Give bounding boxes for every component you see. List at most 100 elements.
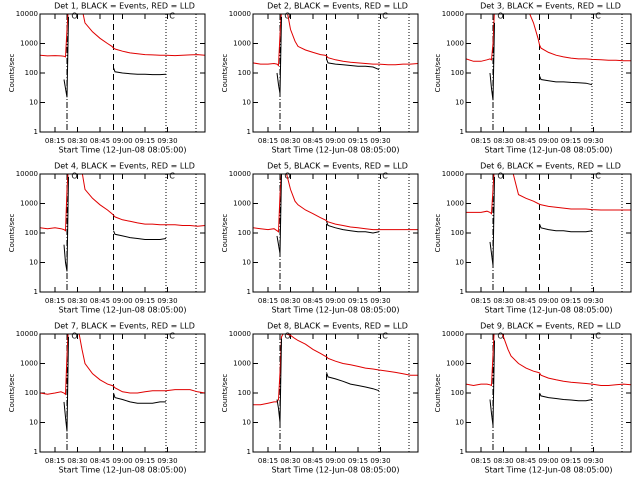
x-tick-label: 09:30 <box>583 457 603 465</box>
y-tick-label: 100 <box>238 229 251 237</box>
y-tick-label: 1000 <box>446 40 464 48</box>
y-tick-label: 10 <box>29 419 38 427</box>
annotation: C <box>595 12 601 21</box>
x-tick-label: 08:15 <box>471 457 491 465</box>
x-tick-label: 08:45 <box>90 137 110 145</box>
y-axis-label: Counts/sec <box>434 54 442 93</box>
y-tick-label: 1000 <box>446 200 464 208</box>
series-line <box>63 176 167 272</box>
y-tick-label: 10000 <box>442 10 464 18</box>
panel: Det 2, BLACK = Events, RED = LLD Start Ti… <box>221 2 419 155</box>
x-tick-label: 09:00 <box>538 137 558 145</box>
x-tick-label: 09:30 <box>583 297 603 305</box>
series-line <box>253 14 418 67</box>
plot-frame <box>39 13 206 133</box>
panel: Det 9, BLACK = Events, RED = LLD Start Ti… <box>434 322 632 475</box>
annotation: O <box>284 332 290 341</box>
series-line <box>63 16 167 98</box>
annotation: O <box>71 172 77 181</box>
y-tick-label: 1000 <box>20 40 38 48</box>
chart-title: Det 9, BLACK = Events, RED = LLD <box>480 322 621 331</box>
annotation: O <box>71 12 77 21</box>
panel: Det 8, BLACK = Events, RED = LLD Start Ti… <box>221 322 419 475</box>
x-tick-label: 08:15 <box>471 137 491 145</box>
y-tick-label: 100 <box>238 69 251 77</box>
x-tick-label: 08:45 <box>516 457 536 465</box>
series-line <box>40 334 205 396</box>
plot-frame <box>39 173 206 293</box>
annotation: O <box>497 12 503 21</box>
chart-title: Det 7, BLACK = Events, RED = LLD <box>54 322 195 331</box>
x-tick-label: 09:30 <box>583 137 603 145</box>
x-axis-label: Start Time (12-Jun-08 08:05:00) <box>272 146 400 155</box>
x-tick-label: 08:30 <box>493 137 513 145</box>
plot-frame <box>39 333 206 453</box>
x-axis-label: Start Time (12-Jun-08 08:05:00) <box>272 306 400 315</box>
y-tick-label: 1 <box>460 288 464 296</box>
x-tick-label: 09:30 <box>157 137 177 145</box>
x-tick-label: 08:45 <box>516 137 536 145</box>
series-line <box>276 16 380 94</box>
x-tick-label: 08:45 <box>303 297 323 305</box>
panel: Det 5, BLACK = Events, RED = LLD Start Ti… <box>221 162 419 315</box>
y-tick-label: 100 <box>451 229 464 237</box>
x-tick-label: 09:00 <box>538 457 558 465</box>
x-tick-label: 08:30 <box>67 297 87 305</box>
x-tick-label: 08:15 <box>45 137 65 145</box>
x-axis-label: Start Time (12-Jun-08 08:05:00) <box>485 306 613 315</box>
annotation: C <box>595 332 601 341</box>
y-axis-label: Counts/sec <box>434 214 442 253</box>
x-tick-label: 08:30 <box>67 137 87 145</box>
series-line <box>466 14 631 62</box>
x-tick-label: 09:15 <box>348 457 368 465</box>
y-axis-label: Counts/sec <box>221 374 229 413</box>
x-tick-label: 09:30 <box>370 137 390 145</box>
y-tick-label: 1000 <box>446 360 464 368</box>
x-axis-label: Start Time (12-Jun-08 08:05:00) <box>485 466 613 475</box>
plot-frame <box>252 333 419 453</box>
x-tick-label: 08:15 <box>45 297 65 305</box>
y-tick-label: 1000 <box>233 200 251 208</box>
y-tick-label: 1000 <box>20 360 38 368</box>
y-tick-label: 1000 <box>233 360 251 368</box>
panel: Det 7, BLACK = Events, RED = LLD Start Ti… <box>8 322 206 475</box>
y-tick-label: 10000 <box>16 330 38 338</box>
x-tick-label: 09:15 <box>561 137 581 145</box>
series-line <box>253 174 418 233</box>
y-axis-label: Counts/sec <box>8 54 16 93</box>
series-line <box>489 22 593 101</box>
x-tick-label: 08:45 <box>303 457 323 465</box>
annotation: O <box>284 12 290 21</box>
y-tick-label: 10000 <box>16 10 38 18</box>
x-tick-label: 09:15 <box>135 137 155 145</box>
panel: Det 6, BLACK = Events, RED = LLD Start Ti… <box>434 162 632 315</box>
x-tick-label: 08:15 <box>258 457 278 465</box>
chart-title: Det 6, BLACK = Events, RED = LLD <box>480 162 621 171</box>
plot-frame <box>465 13 632 133</box>
series-line <box>63 336 166 432</box>
y-tick-label: 1000 <box>233 40 251 48</box>
y-tick-label: 100 <box>25 229 38 237</box>
y-tick-label: 10 <box>29 99 38 107</box>
x-tick-label: 09:00 <box>112 457 132 465</box>
chart-title: Det 1, BLACK = Events, RED = LLD <box>54 2 195 11</box>
x-tick-label: 08:30 <box>280 297 300 305</box>
x-tick-label: 09:15 <box>561 297 581 305</box>
plot-frame <box>252 173 419 293</box>
annotation: C <box>595 172 601 181</box>
y-tick-label: 10 <box>455 419 464 427</box>
x-tick-label: 08:15 <box>258 137 278 145</box>
annotation: C <box>382 172 388 181</box>
x-tick-label: 09:15 <box>135 457 155 465</box>
annotation: O <box>71 332 77 341</box>
x-tick-label: 09:30 <box>370 297 390 305</box>
y-tick-label: 1 <box>247 448 251 456</box>
y-tick-label: 1 <box>460 128 464 136</box>
chart-title: Det 8, BLACK = Events, RED = LLD <box>267 322 408 331</box>
series-line <box>253 334 418 406</box>
y-tick-label: 10000 <box>229 170 251 178</box>
x-tick-label: 09:00 <box>325 297 345 305</box>
x-tick-label: 08:30 <box>280 137 300 145</box>
annotation: O <box>497 332 503 341</box>
